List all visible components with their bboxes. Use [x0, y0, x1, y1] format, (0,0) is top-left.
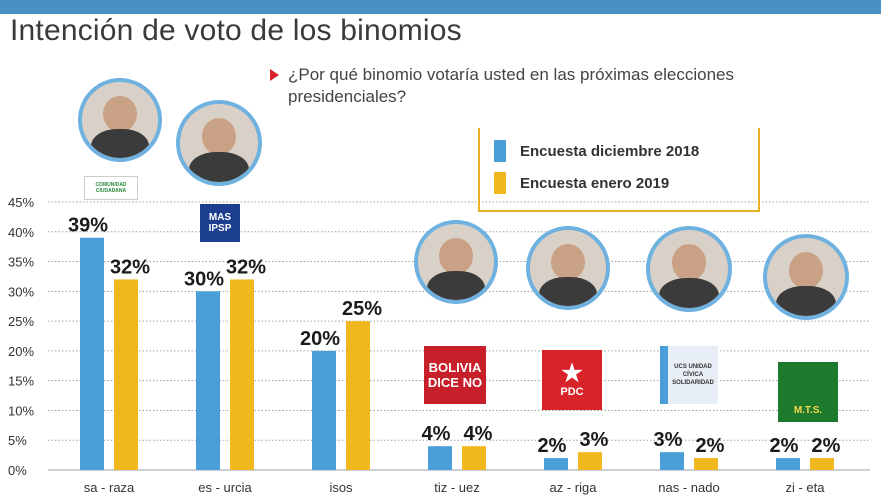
bar: [312, 350, 336, 470]
candidate-photo-2: [176, 100, 262, 186]
bolivia-dice-no-logo: BOLIVIA DICE NO: [424, 346, 486, 404]
data-label: 2%: [696, 435, 725, 457]
x-tick-label: tiz - uez: [434, 480, 480, 495]
triangle-bullet-icon: [270, 69, 279, 81]
candidate-photo-1: [78, 78, 162, 162]
y-tick-label: 45%: [8, 195, 34, 210]
candidate-photo-4: [414, 220, 498, 304]
comunidad-ciudadana-logo: COMUNIDAD CIUDADANA: [84, 176, 138, 200]
y-tick-label: 30%: [8, 284, 34, 299]
data-label: 39%: [68, 215, 108, 237]
pdc-logo: ★ PDC: [542, 350, 602, 410]
header-bar: [0, 0, 881, 14]
x-tick-label: az - riga: [550, 480, 598, 495]
x-tick-label: zi - eta: [785, 480, 825, 495]
bar: [196, 291, 220, 470]
data-label: 3%: [654, 429, 683, 451]
bar: [428, 446, 452, 470]
data-label: 25%: [342, 298, 382, 320]
bar: [346, 321, 370, 470]
data-label: 4%: [464, 423, 493, 445]
bar: [694, 458, 718, 470]
bar: [80, 237, 104, 470]
bar: [114, 279, 138, 470]
x-tick-label: isos: [329, 480, 353, 495]
mas-ipsp-logo: MAS IPSP: [200, 204, 240, 242]
y-tick-label: 10%: [8, 403, 34, 418]
x-tick-label: nas - nado: [658, 480, 719, 495]
ucs-logo: UCS UNIDAD CÍVICA SOLIDARIDAD: [660, 346, 718, 404]
bar: [810, 458, 834, 470]
legend-swatch-blue: [494, 140, 506, 162]
bar: [776, 458, 800, 470]
legend: Encuesta diciembre 2018 Encuesta enero 2…: [478, 128, 760, 212]
bar: [462, 446, 486, 470]
x-tick-label: es - urcia: [198, 480, 252, 495]
legend-item-jan-2019: Encuesta enero 2019: [494, 172, 669, 194]
y-tick-label: 35%: [8, 255, 34, 270]
bar: [544, 458, 568, 470]
bar: [660, 452, 684, 470]
y-tick-label: 40%: [8, 225, 34, 240]
legend-item-dec-2018: Encuesta diciembre 2018: [494, 140, 699, 162]
y-tick-label: 0%: [8, 463, 27, 478]
y-tick-label: 20%: [8, 344, 34, 359]
data-label: 32%: [110, 256, 150, 278]
chart-title: Intención de voto de los binomios: [10, 14, 462, 47]
candidate-photo-7: [763, 234, 849, 320]
data-label: 30%: [184, 268, 224, 290]
bar: [578, 452, 602, 470]
candidate-photo-5: [526, 226, 610, 310]
x-tick-label: sa - raza: [84, 480, 135, 495]
star-icon: ★: [561, 360, 583, 387]
legend-swatch-yellow: [494, 172, 506, 194]
data-label: 2%: [538, 435, 567, 457]
y-tick-label: 25%: [8, 314, 34, 329]
data-label: 2%: [812, 435, 841, 457]
candidate-photo-6: [646, 226, 732, 312]
bar: [230, 279, 254, 470]
chart-subtitle: ¿Por qué binomio votaría usted en las pr…: [288, 65, 735, 106]
data-label: 32%: [226, 256, 266, 278]
data-label: 2%: [770, 435, 799, 457]
y-tick-label: 5%: [8, 433, 27, 448]
y-tick-label: 15%: [8, 374, 34, 389]
data-label: 4%: [422, 423, 451, 445]
data-label: 3%: [580, 429, 609, 451]
mts-logo: M.T.S.: [778, 362, 838, 422]
data-label: 20%: [300, 328, 340, 350]
